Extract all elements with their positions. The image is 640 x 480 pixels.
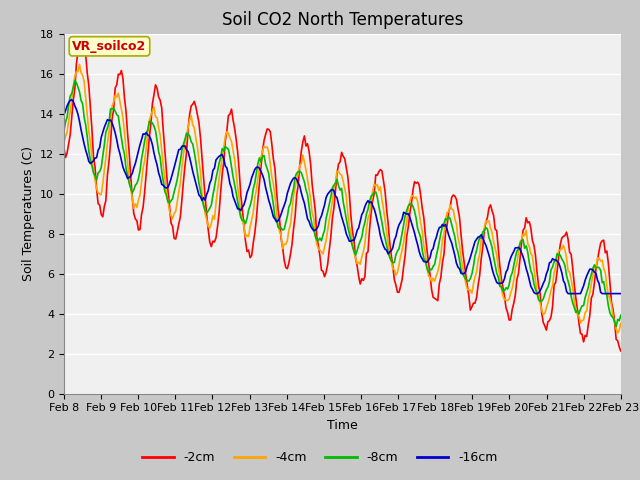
X-axis label: Time: Time [327, 419, 358, 432]
Title: Soil CO2 North Temperatures: Soil CO2 North Temperatures [221, 11, 463, 29]
Legend: -2cm, -4cm, -8cm, -16cm: -2cm, -4cm, -8cm, -16cm [138, 446, 502, 469]
Y-axis label: Soil Temperatures (C): Soil Temperatures (C) [22, 146, 35, 281]
Text: VR_soilco2: VR_soilco2 [72, 40, 147, 53]
